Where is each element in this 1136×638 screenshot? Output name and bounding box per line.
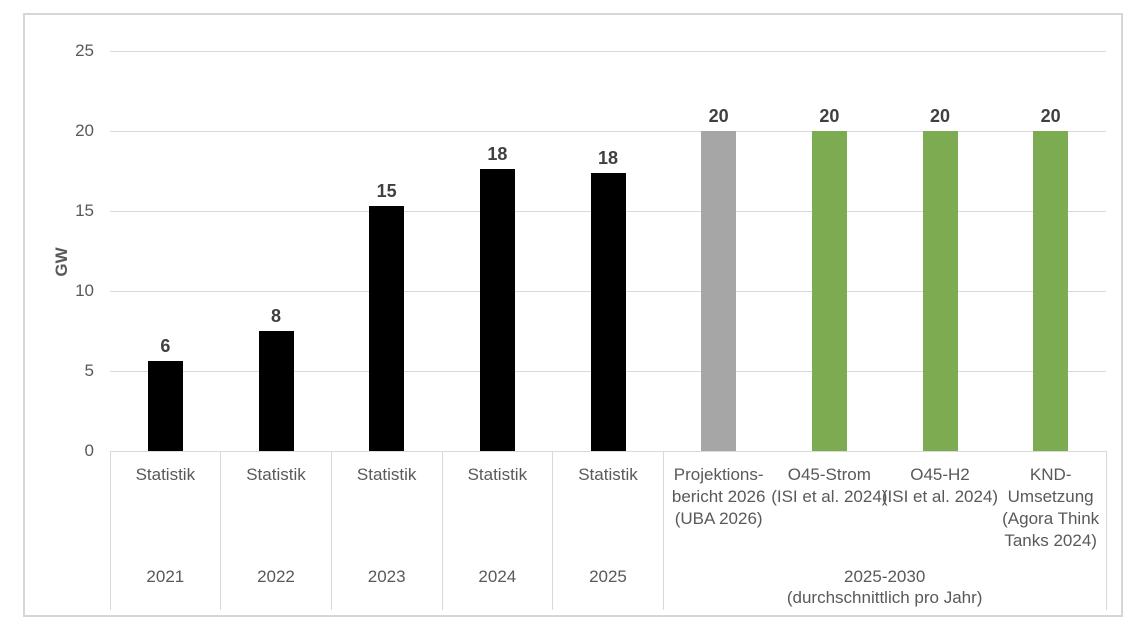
bar-value-label-4: 18 xyxy=(597,147,619,168)
category-label-line: Statistik xyxy=(578,465,638,484)
bar-2 xyxy=(369,206,405,451)
bar-3 xyxy=(479,169,515,451)
category-label-line: (ISI et al. 2024) xyxy=(881,487,999,506)
category-group-label-2: 2023 xyxy=(321,566,452,587)
category-group-label-line: (durchschnittlich pro Jahr) xyxy=(786,588,983,607)
category-group-label-line: 2025-2030 xyxy=(844,567,926,586)
gridline-0 xyxy=(110,450,1106,452)
category-label-4: Statistik xyxy=(540,464,677,486)
bar-value-label-8: 20 xyxy=(1040,106,1061,126)
category-divider-4 xyxy=(552,451,554,610)
category-group-label-line: 2025 xyxy=(589,567,627,586)
bar-0 xyxy=(147,361,183,451)
category-label-line: O45-H2 xyxy=(910,465,970,484)
y-tick-label-20: 20 xyxy=(75,121,94,140)
bar-value-label-2: 15 xyxy=(376,181,397,202)
y-axis-label: GW xyxy=(52,247,71,277)
category-group-label-3: 2024 xyxy=(432,566,563,587)
y-tick-label-15: 15 xyxy=(75,201,94,220)
category-label-line: (Agora Think xyxy=(1002,509,1100,528)
category-label-line: Tanks 2024) xyxy=(1004,531,1097,550)
category-label-line: O45-Strom xyxy=(787,465,871,484)
category-label-5: Projektions-bericht 2026 (UBA 2026) xyxy=(650,464,787,530)
category-label-0: Statistik xyxy=(97,464,234,486)
category-group-label-4: 2025 xyxy=(543,566,674,587)
category-group-label-0: 2021 xyxy=(100,566,231,587)
category-divider-2 xyxy=(330,451,332,610)
category-label-line: Statistik xyxy=(356,465,417,484)
category-label-line: (ISI et al. 2024) xyxy=(771,487,888,506)
category-divider-0 xyxy=(109,451,111,610)
category-group-label-line: 2024 xyxy=(478,567,517,586)
y-tick-label-0: 0 xyxy=(84,441,94,460)
bar-value-label-1: 8 xyxy=(270,306,281,326)
category-label-line: Statistik xyxy=(246,465,306,484)
bar-7 xyxy=(922,131,958,451)
category-label-line: Statistik xyxy=(467,465,528,484)
category-group-label-line: 2023 xyxy=(367,567,406,586)
category-label-line: Projektions- xyxy=(673,465,764,484)
category-label-8: KND- Umsetzung (Agora Think Tanks 2024) xyxy=(982,464,1119,552)
category-label-7: O45-H2 (ISI et al. 2024) xyxy=(872,464,1009,508)
category-group-label-5: 2025-2030 (durchschnittlich pro Jahr) xyxy=(653,566,1116,608)
category-divider-6 xyxy=(1105,451,1107,610)
bar-value-label-0: 6 xyxy=(160,336,171,357)
category-divider-5 xyxy=(662,451,664,610)
category-label-3: Statistik xyxy=(429,464,566,486)
category-label-line: Statistik xyxy=(135,465,196,484)
category-divider-1 xyxy=(220,451,222,610)
category-label-2: Statistik xyxy=(318,464,455,486)
bar-4 xyxy=(590,172,626,451)
bar-value-label-6: 20 xyxy=(819,106,840,126)
category-group-label-1: 2022 xyxy=(211,566,342,587)
bar-value-label-5: 20 xyxy=(708,106,729,126)
bar-value-label-3: 18 xyxy=(487,144,508,165)
bar-8 xyxy=(1033,131,1069,451)
category-label-6: O45-Strom (ISI et al. 2024) xyxy=(761,464,898,508)
bar-6 xyxy=(811,131,847,451)
category-group-label-line: 2022 xyxy=(257,567,295,586)
y-tick-label-10: 10 xyxy=(75,281,94,300)
category-label-1: Statistik xyxy=(208,464,345,486)
y-tick-label-5: 5 xyxy=(84,361,94,380)
gridline-25 xyxy=(110,50,1106,52)
category-group-label-line: 2021 xyxy=(146,567,185,586)
bar-5 xyxy=(701,131,737,451)
category-label-line: (UBA 2026) xyxy=(674,509,763,528)
category-label-line: bericht 2026 xyxy=(671,487,766,506)
bar-1 xyxy=(258,331,294,451)
gridline-20 xyxy=(110,130,1106,132)
bar-value-label-7: 20 xyxy=(929,106,951,126)
category-label-line: KND- xyxy=(1029,465,1072,484)
chart-frame xyxy=(23,13,1123,617)
category-label-line: Umsetzung xyxy=(1007,487,1094,506)
category-divider-3 xyxy=(441,451,443,610)
y-tick-label-25: 25 xyxy=(75,41,94,60)
